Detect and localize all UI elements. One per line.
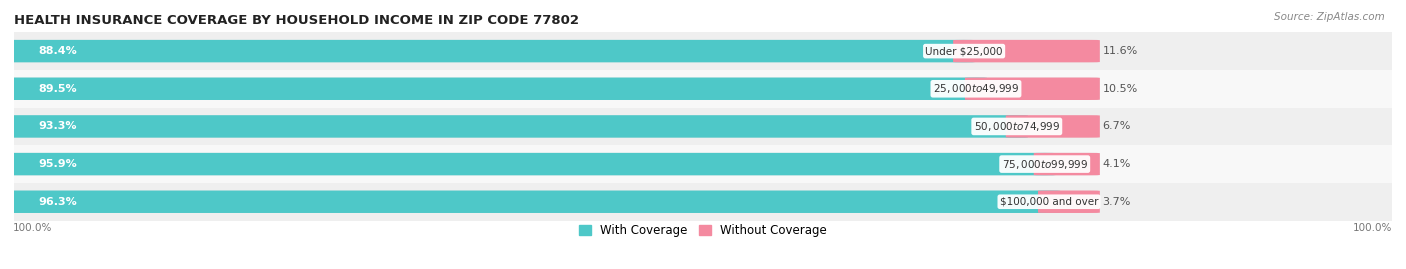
Text: HEALTH INSURANCE COVERAGE BY HOUSEHOLD INCOME IN ZIP CODE 77802: HEALTH INSURANCE COVERAGE BY HOUSEHOLD I…: [14, 14, 579, 27]
Legend: With Coverage, Without Coverage: With Coverage, Without Coverage: [579, 224, 827, 237]
Text: 89.5%: 89.5%: [39, 84, 77, 94]
Text: 100.0%: 100.0%: [13, 223, 52, 233]
Text: 96.3%: 96.3%: [39, 197, 77, 207]
Text: 95.9%: 95.9%: [39, 159, 77, 169]
Text: Under $25,000: Under $25,000: [925, 46, 1002, 56]
FancyBboxPatch shape: [3, 190, 1099, 213]
Bar: [14, 183, 1392, 221]
Text: $50,000 to $74,999: $50,000 to $74,999: [973, 120, 1060, 133]
Text: 4.1%: 4.1%: [1102, 159, 1130, 169]
FancyBboxPatch shape: [1033, 153, 1099, 175]
FancyBboxPatch shape: [3, 115, 1099, 138]
FancyBboxPatch shape: [3, 40, 976, 62]
Bar: [14, 70, 1392, 108]
Text: 11.6%: 11.6%: [1102, 46, 1137, 56]
Text: $25,000 to $49,999: $25,000 to $49,999: [932, 82, 1019, 95]
FancyBboxPatch shape: [3, 153, 1099, 175]
FancyBboxPatch shape: [965, 77, 1099, 100]
Bar: [14, 108, 1392, 145]
Text: 6.7%: 6.7%: [1102, 121, 1130, 132]
FancyBboxPatch shape: [3, 40, 1099, 62]
FancyBboxPatch shape: [3, 77, 987, 100]
Text: 88.4%: 88.4%: [39, 46, 77, 56]
FancyBboxPatch shape: [3, 115, 1028, 138]
FancyBboxPatch shape: [1005, 115, 1099, 138]
Bar: [14, 32, 1392, 70]
FancyBboxPatch shape: [953, 40, 1099, 62]
Text: 100.0%: 100.0%: [1353, 223, 1392, 233]
Bar: [14, 145, 1392, 183]
Text: $100,000 and over: $100,000 and over: [1000, 197, 1098, 207]
Text: 3.7%: 3.7%: [1102, 197, 1130, 207]
Text: $75,000 to $99,999: $75,000 to $99,999: [1001, 158, 1088, 171]
Text: 93.3%: 93.3%: [39, 121, 77, 132]
FancyBboxPatch shape: [3, 190, 1060, 213]
FancyBboxPatch shape: [3, 77, 1099, 100]
Text: 10.5%: 10.5%: [1102, 84, 1137, 94]
FancyBboxPatch shape: [1038, 190, 1099, 213]
Text: Source: ZipAtlas.com: Source: ZipAtlas.com: [1274, 12, 1385, 22]
FancyBboxPatch shape: [3, 153, 1056, 175]
